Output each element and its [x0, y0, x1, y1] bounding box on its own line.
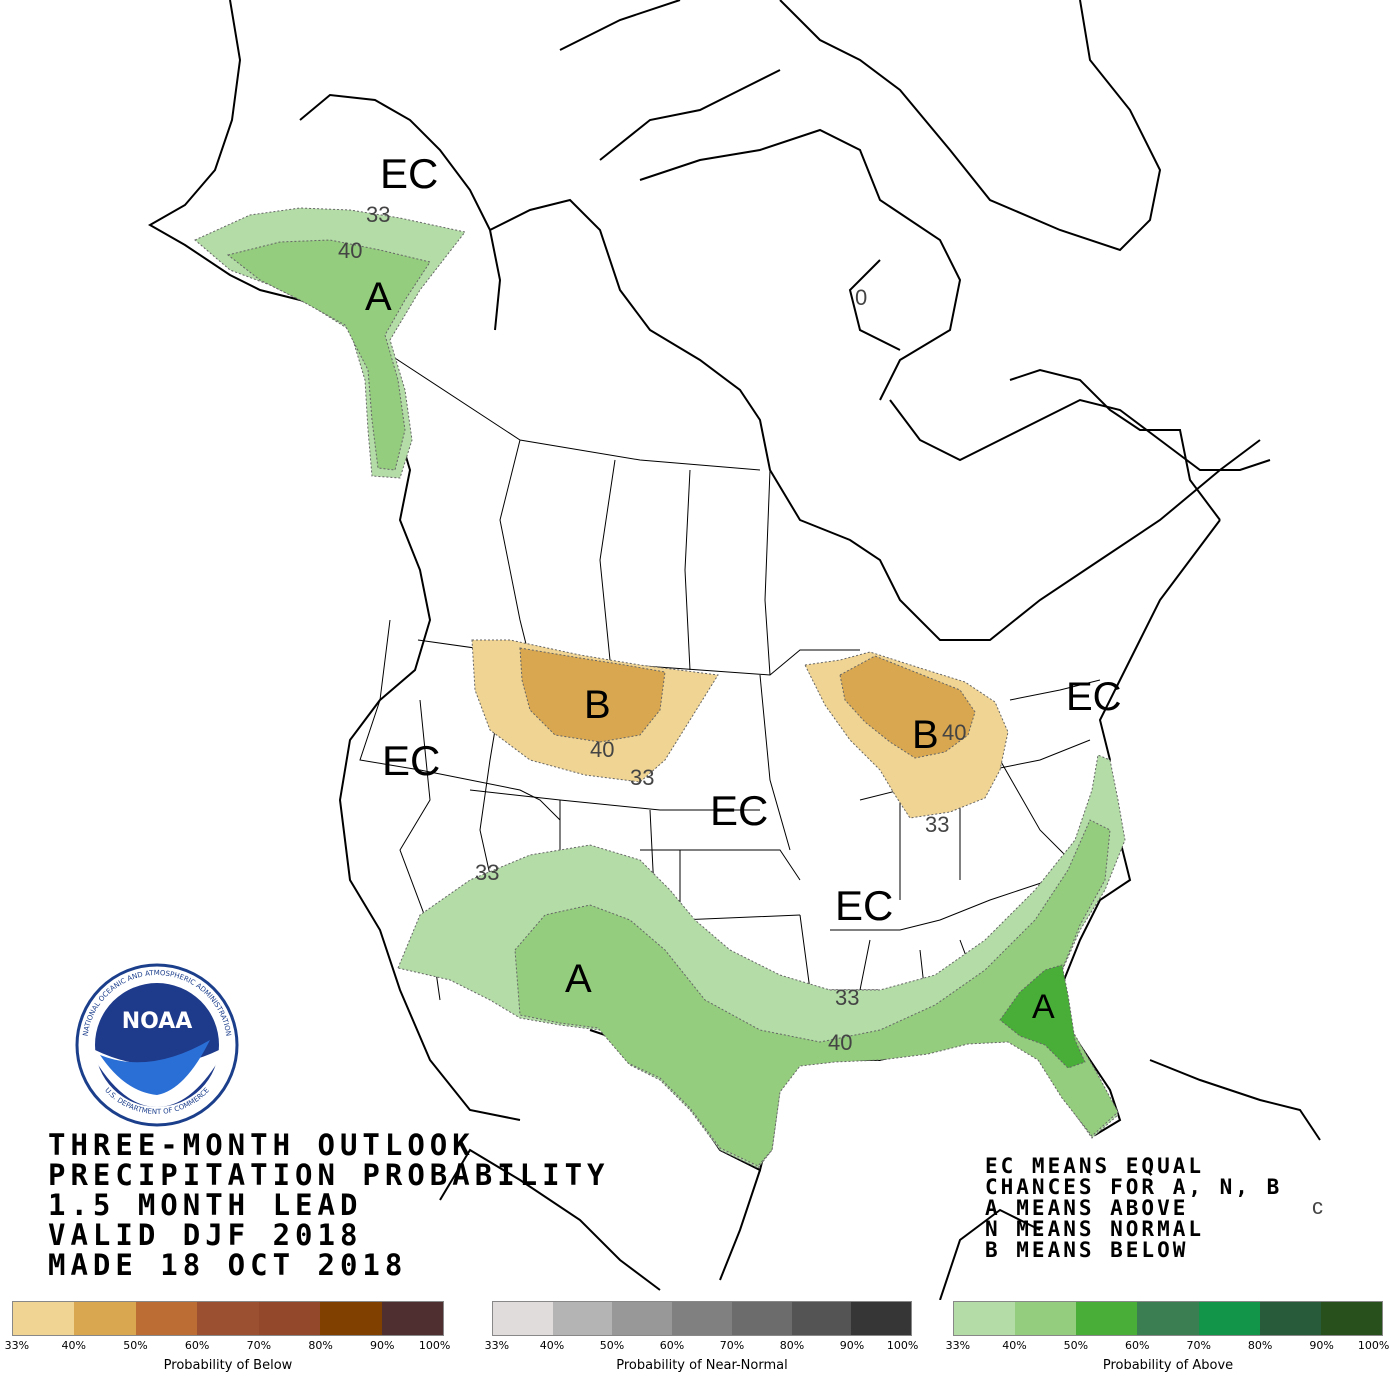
scale-tick: 90%: [370, 1339, 395, 1352]
noaa-wordmark: NOAA: [122, 1009, 193, 1034]
scale-swatch: [381, 1302, 443, 1335]
scale-swatch: [197, 1302, 259, 1335]
scale-swatch: [13, 1302, 75, 1335]
scale-below: 33% 40% 50% 60% 70% 80% 90% 100% Probability of…: [5, 1301, 451, 1373]
title-line-4: VALID DJF 2018: [48, 1218, 363, 1252]
label-ec-northeast: EC: [1066, 675, 1122, 719]
scale-swatch: [1198, 1302, 1260, 1335]
scale-label: Probability of Near-Normal: [616, 1358, 788, 1373]
label-ec-alaska: EC: [380, 150, 438, 197]
label-b-great-lakes: B: [912, 713, 939, 757]
contour-0-hudson: 0: [855, 285, 867, 310]
scale-tick: 50%: [1063, 1339, 1089, 1352]
contour-40-northwest: 40: [590, 737, 614, 762]
scale-tick: 40%: [61, 1339, 86, 1352]
scale-tick: 50%: [123, 1339, 148, 1352]
scale-tick: 80%: [779, 1339, 805, 1352]
scale-tick: 40%: [539, 1339, 565, 1352]
contour-33-northwest: 33: [630, 765, 654, 790]
scale-label: Probability of Below: [163, 1358, 293, 1373]
scale-tick: 50%: [599, 1339, 625, 1352]
legend-note-line-5: B MEANS BELOW: [985, 1238, 1189, 1262]
region-above-40-alaska: [226, 239, 431, 471]
scale-swatch: [851, 1302, 911, 1335]
scale-swatch: [258, 1302, 321, 1335]
scale-swatch: [320, 1302, 382, 1335]
noaa-logo: NOAA NATIONAL OCEANIC AND ATMOSPHERIC AD…: [75, 963, 239, 1127]
scale-tick: 90%: [1309, 1339, 1334, 1352]
title-line-1: THREE-MONTH OUTLOOK: [48, 1128, 475, 1162]
scale-swatch: [612, 1302, 673, 1335]
label-small-c: c: [1312, 1194, 1323, 1219]
scale-tick: 100%: [886, 1339, 919, 1352]
legend-note: EC MEANS EQUAL CHANCES FOR A, N, B A MEA…: [985, 1156, 1282, 1261]
scale-ticks: 33% 40% 50% 60% 70% 80% 90% 100%: [5, 1336, 451, 1352]
region-above-50-southeast: [999, 964, 1086, 1069]
scale-tick: 70%: [1186, 1339, 1211, 1352]
contour-40-alaska: 40: [338, 238, 362, 263]
scale-tick: 100%: [1357, 1339, 1390, 1352]
outlook-title: THREE-MONTH OUTLOOK PRECIPITATION PROBAB…: [48, 1130, 610, 1280]
scale-tick: 90%: [839, 1339, 865, 1352]
label-a-alaska: A: [365, 275, 392, 319]
legend-note-line-1: EC MEANS EQUAL: [985, 1154, 1205, 1178]
label-a-southeast: A: [1032, 988, 1055, 1026]
scale-tick: 60%: [1125, 1339, 1150, 1352]
title-line-2: PRECIPITATION PROBABILITY: [48, 1158, 610, 1192]
scale-swatch: [135, 1302, 198, 1335]
scale-swatches: [12, 1301, 444, 1336]
label-b-northwest: B: [584, 683, 611, 727]
scale-tick: 100%: [418, 1339, 451, 1352]
title-line-5: MADE 18 OCT 2018: [48, 1248, 408, 1282]
scale-swatch: [493, 1302, 553, 1335]
region-below-40-great-lakes: [839, 655, 976, 759]
legend-note-line-3: A MEANS ABOVE: [985, 1196, 1189, 1220]
scale-tick: 40%: [1002, 1339, 1027, 1352]
contour-40-great-lakes: 40: [942, 720, 966, 745]
legend-note-line-4: N MEANS NORMAL: [985, 1217, 1205, 1241]
scale-swatches: [953, 1301, 1383, 1336]
outlook-map: EC 33 40 A B 40 33 EC B 40 33 EC 0 EC EC…: [75, 0, 1323, 1300]
scale-tick: 33%: [945, 1339, 971, 1352]
scale-tick: 33%: [484, 1339, 510, 1352]
legend-note-line-2: CHANCES FOR A, N, B: [985, 1175, 1283, 1199]
scale-swatch: [74, 1302, 136, 1335]
scale-tick: 70%: [246, 1339, 272, 1352]
label-ec-midsouth: EC: [835, 882, 893, 929]
scale-swatch: [954, 1302, 1016, 1335]
scale-swatch: [731, 1302, 792, 1335]
region-below-40-northwest: [519, 647, 666, 743]
contour-40-gulf: 40: [828, 1030, 852, 1055]
contour-33-alaska: 33: [366, 202, 390, 227]
scale-tick: 60%: [659, 1339, 685, 1352]
region-above-40-south: [514, 819, 1119, 1167]
scale-ticks: 33% 40% 50% 60% 70% 80% 90% 100%: [485, 1336, 919, 1352]
scale-tick: 60%: [184, 1339, 210, 1352]
label-ec-west: EC: [382, 737, 440, 784]
scale-swatch: [552, 1302, 613, 1335]
scale-swatch: [1259, 1302, 1321, 1335]
scale-tick: 70%: [719, 1339, 745, 1352]
coastlines: [147, 0, 1321, 1300]
contour-33-southwest: 33: [475, 860, 499, 885]
scale-tick: 80%: [308, 1339, 333, 1352]
label-a-southwest: A: [565, 957, 592, 1001]
title-line-3: 1.5 MONTH LEAD: [48, 1188, 363, 1222]
scale-swatch: [672, 1302, 732, 1335]
label-ec-plains: EC: [710, 787, 768, 834]
scale-swatches: [492, 1301, 912, 1336]
contour-33-great-lakes: 33: [925, 812, 949, 837]
scale-tick: 80%: [1247, 1339, 1273, 1352]
scale-label: Probability of Above: [1102, 1358, 1234, 1373]
scale-tick: 33%: [4, 1339, 30, 1352]
contour-33-gulf: 33: [835, 985, 859, 1010]
scale-swatch: [1015, 1302, 1077, 1335]
scale-swatch: [791, 1302, 852, 1335]
scale-near-normal: 33% 40% 50% 60% 70% 80% 90% 100% Probability of…: [485, 1301, 919, 1373]
scale-ticks: 33% 40% 50% 60% 70% 80% 90% 100%: [946, 1336, 1390, 1352]
scale-above: 33% 40% 50% 60% 70% 80% 90% 100% Probability of…: [946, 1301, 1390, 1373]
scale-swatch: [1076, 1302, 1138, 1335]
scale-swatch: [1137, 1302, 1199, 1335]
scale-swatch: [1320, 1302, 1382, 1335]
